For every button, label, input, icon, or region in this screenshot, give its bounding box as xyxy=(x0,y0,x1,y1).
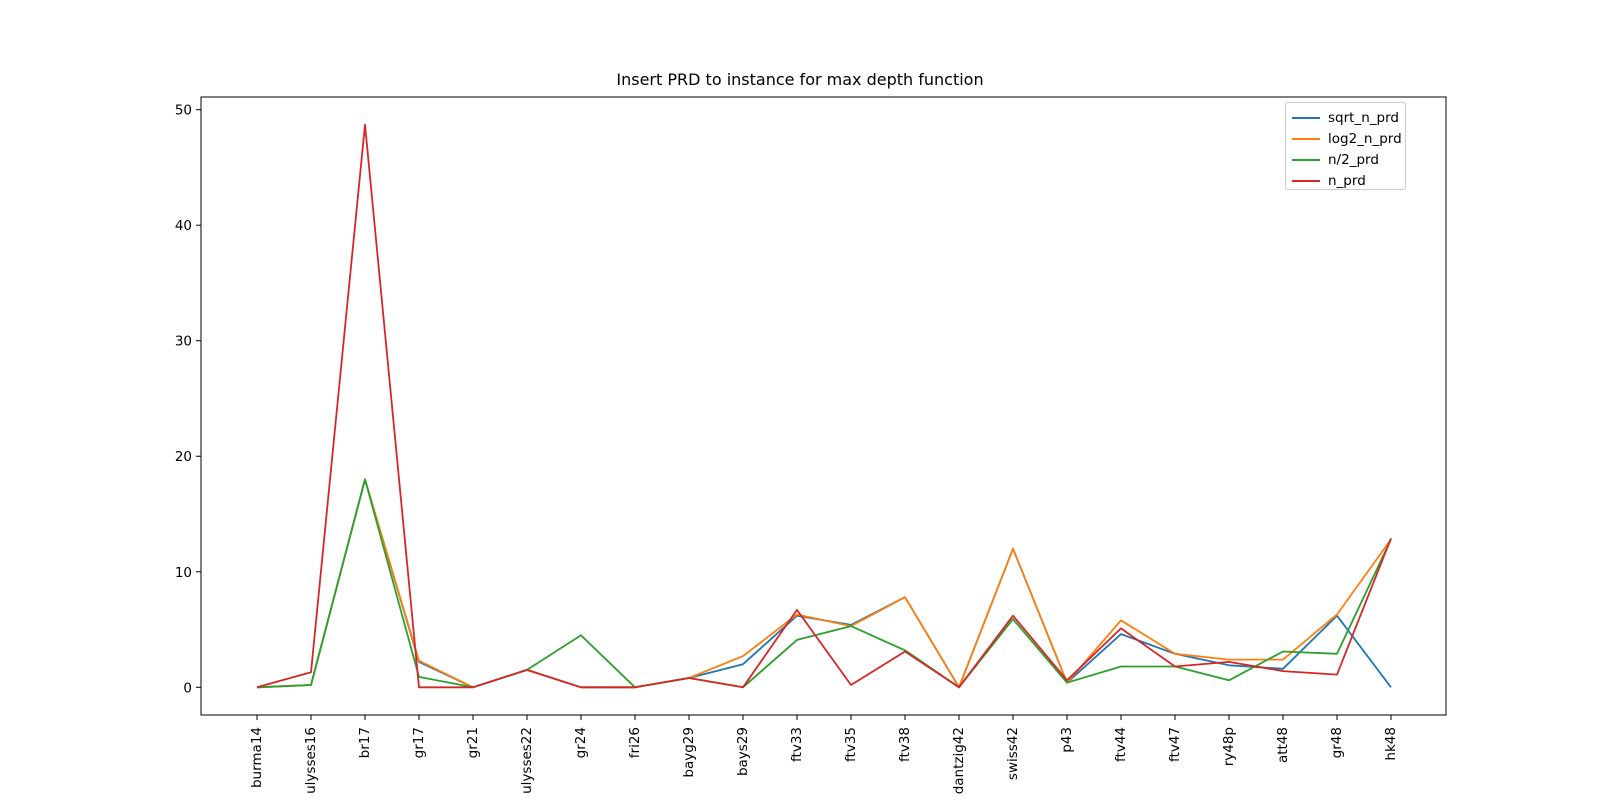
x-tick-label: p43 xyxy=(1059,727,1075,753)
y-tick-label: 30 xyxy=(175,334,192,350)
legend-swatch xyxy=(1292,138,1320,140)
plot-area xyxy=(200,96,1447,716)
x-tick-label: ry48p xyxy=(1221,727,1237,766)
x-tick-label: bayg29 xyxy=(681,727,697,778)
legend-item: n_prd xyxy=(1292,172,1366,190)
x-tick-label: bays29 xyxy=(735,727,751,776)
series-line-n-2-prd xyxy=(256,478,1392,689)
series-lines xyxy=(256,123,1392,689)
y-tick-label: 10 xyxy=(175,565,192,581)
x-tick-label: ftv47 xyxy=(1167,727,1183,762)
y-tick-label: 0 xyxy=(183,680,192,696)
legend-label: n_prd xyxy=(1328,173,1366,189)
x-tick-label: gr48 xyxy=(1329,727,1345,758)
legend-label: n/2_prd xyxy=(1328,152,1379,168)
legend: sqrt_n_prd log2_n_prd n/2_prd n_prd xyxy=(1285,102,1406,190)
series-line-log2-n-prd xyxy=(256,478,1392,689)
x-tick-label: dantzig42 xyxy=(951,727,967,794)
legend-label: sqrt_n_prd xyxy=(1328,110,1399,126)
legend-swatch xyxy=(1292,159,1320,161)
legend-item: log2_n_prd xyxy=(1292,130,1402,148)
x-tick-label: ftv38 xyxy=(897,727,913,762)
x-tick-label: hk48 xyxy=(1383,727,1399,761)
x-tick-label: fri26 xyxy=(627,727,643,758)
y-tick-label: 20 xyxy=(175,449,192,465)
x-tick-label: ftv44 xyxy=(1113,727,1129,762)
y-axis: 0 10 20 30 40 50 xyxy=(175,103,201,696)
legend-swatch xyxy=(1292,117,1320,119)
x-tick-label: gr17 xyxy=(411,727,427,758)
y-tick-label: 50 xyxy=(175,103,192,119)
series-line-n-prd xyxy=(256,123,1392,689)
x-tick-label: ulysses22 xyxy=(519,727,535,794)
x-tick-label: gr24 xyxy=(573,727,589,758)
legend-item: n/2_prd xyxy=(1292,151,1379,169)
x-axis: burma14 ulysses16 br17 gr17 gr21 ulysses22 gr2… xyxy=(249,715,1399,794)
x-tick-label: br17 xyxy=(357,727,373,758)
y-tick-label: 40 xyxy=(175,218,192,234)
legend-swatch xyxy=(1292,180,1320,182)
x-tick-label: gr21 xyxy=(465,727,481,758)
x-tick-label: ulysses16 xyxy=(303,727,319,794)
chart-title: Insert PRD to instance for max depth fun… xyxy=(616,70,984,89)
legend-item: sqrt_n_prd xyxy=(1292,109,1399,127)
x-tick-label: burma14 xyxy=(249,727,265,788)
x-tick-label: att48 xyxy=(1275,727,1291,763)
x-tick-label: ftv35 xyxy=(843,727,859,762)
legend-label: log2_n_prd xyxy=(1328,131,1402,147)
x-tick-label: ftv33 xyxy=(789,727,805,762)
x-tick-label: swiss42 xyxy=(1005,727,1021,780)
